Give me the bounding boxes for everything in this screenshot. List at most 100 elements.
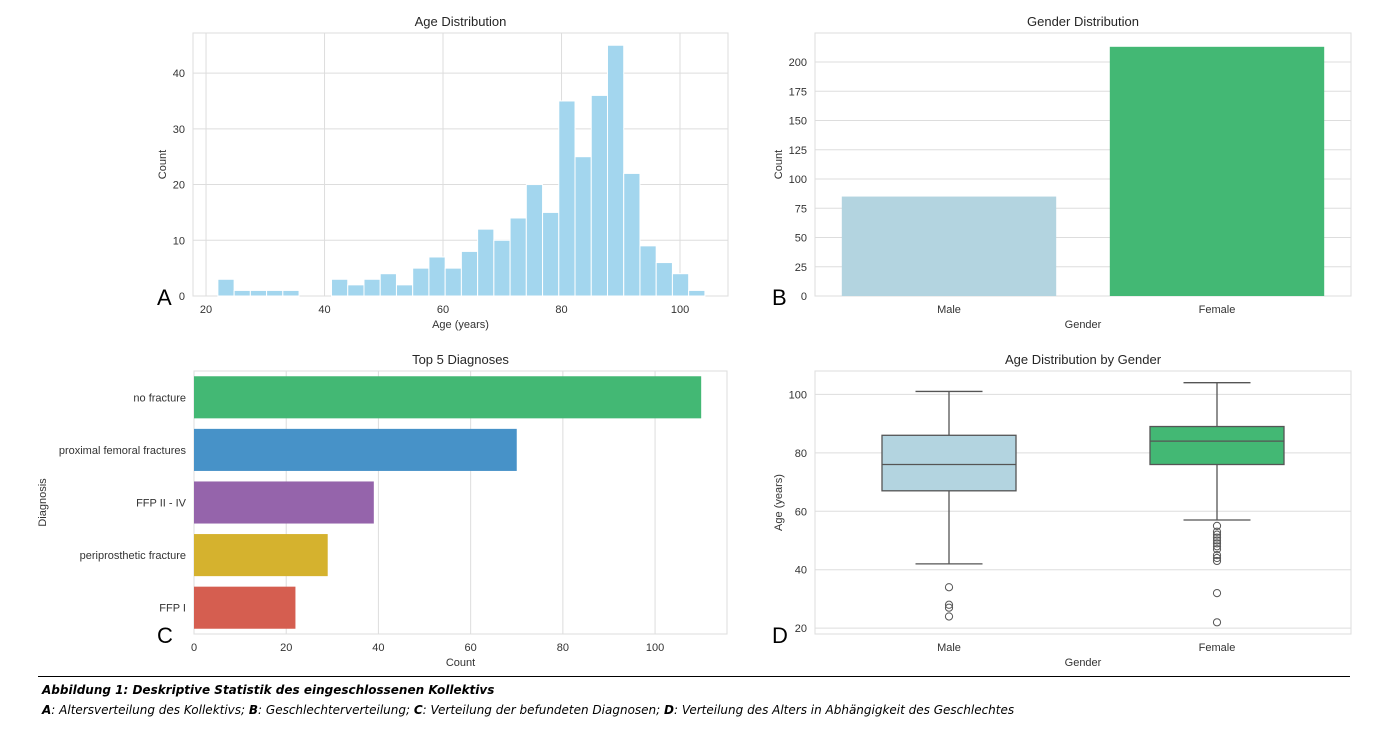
histogram-bar xyxy=(233,289,251,297)
histogram-bar xyxy=(331,278,349,297)
histogram-bar xyxy=(574,156,592,297)
chart-title: Age Distribution by Gender xyxy=(1005,352,1162,367)
y-tick-label: FFP I xyxy=(159,603,186,615)
histogram-bar xyxy=(590,94,608,297)
plot-frame xyxy=(814,32,1352,297)
outlier-point xyxy=(1212,539,1222,548)
panel-letter: D xyxy=(772,623,788,648)
histogram-bar xyxy=(217,278,235,297)
outlier-point xyxy=(944,603,954,612)
histogram-bar xyxy=(655,262,673,297)
outlier-point xyxy=(944,583,954,592)
x-tick-label: 100 xyxy=(646,642,664,654)
panel-letter: C xyxy=(157,623,173,648)
histogram-bar xyxy=(639,245,657,297)
outlier-point xyxy=(1212,530,1222,539)
histogram-bar xyxy=(688,289,706,297)
outlier-point xyxy=(944,600,954,609)
x-tick-label: Male xyxy=(937,304,961,316)
histogram-bar xyxy=(395,284,414,297)
plot-frame xyxy=(814,370,1352,635)
caption-text-b: : Geschlechterverteilung; xyxy=(258,703,414,717)
y-tick-label: FFP II - IV xyxy=(136,498,187,510)
outlier-point xyxy=(1212,527,1222,536)
histogram-bar xyxy=(509,217,527,297)
y-tick-label: proximal femoral fractures xyxy=(59,445,187,457)
histogram-bar xyxy=(606,44,625,297)
histogram-bar xyxy=(363,278,381,297)
bar-female xyxy=(1109,46,1325,296)
x-tick-label: 20 xyxy=(280,642,292,654)
caption-text-c: : Verteilung der befundeten Diagnosen; xyxy=(422,703,665,717)
histogram-bar xyxy=(379,273,397,297)
x-tick-label: 80 xyxy=(557,642,569,654)
histogram-bar xyxy=(477,228,495,297)
y-tick-label: no fracture xyxy=(133,392,186,404)
caption-text-d: : Verteilung des Alters in Abhängigkeit … xyxy=(673,703,1015,717)
histogram-bar xyxy=(266,289,284,297)
outlier-point xyxy=(1212,553,1222,563)
y-tick-label: 60 xyxy=(795,506,807,518)
age-by-gender-boxplot-panel: 20 40 60 80 100 Male Female Age Distribution by… xyxy=(772,352,1352,669)
caption-key-d: D xyxy=(664,703,674,717)
y-tick-label: 80 xyxy=(795,448,807,460)
x-axis-label: Gender xyxy=(1065,657,1102,669)
x-tick-label: 60 xyxy=(465,642,477,654)
histogram-bar xyxy=(444,267,462,297)
y-axis-label: Count xyxy=(773,150,785,179)
outlier-point xyxy=(1212,521,1222,530)
y-tick-label: 100 xyxy=(789,389,807,401)
y-axis-label: Diagnosis xyxy=(37,478,49,527)
x-tick-label: Female xyxy=(1199,304,1236,316)
x-axis-label: Age (years) xyxy=(432,319,489,331)
histogram-bar xyxy=(412,267,430,297)
x-tick-label: 40 xyxy=(318,304,330,316)
y-tick-label: 40 xyxy=(173,68,185,80)
diagnoses-bar-panel: 0 20 40 60 80 100 no fracture proximal femoral … xyxy=(37,352,728,669)
caption-body: A: Altersverteilung des Kollektivs; B: G… xyxy=(42,703,1014,717)
x-tick-label: 0 xyxy=(191,642,197,654)
gender-bar-panel: 0 25 50 75 100 125 150 175 200 Male Female Gender D… xyxy=(772,14,1352,331)
y-tick-label: 75 xyxy=(795,203,807,215)
caption-divider xyxy=(38,676,1350,677)
panel-letter: B xyxy=(772,285,787,310)
age-histogram-panel: 20 40 60 80 100 0 10 20 30 40 Age Distribution Age … xyxy=(157,14,729,331)
outlier-point xyxy=(1212,588,1222,598)
chart-title: Gender Distribution xyxy=(1027,14,1139,29)
histogram-bar xyxy=(671,273,690,297)
bar-male xyxy=(841,196,1057,296)
histogram-bar xyxy=(282,289,300,297)
y-tick-label: 150 xyxy=(789,116,807,128)
histogram-bar xyxy=(460,250,479,297)
x-tick-label: 60 xyxy=(437,304,449,316)
diagnosis-bar xyxy=(194,534,328,577)
x-tick-label: 20 xyxy=(200,304,212,316)
y-tick-label: 50 xyxy=(795,233,807,245)
x-tick-label: 100 xyxy=(671,304,689,316)
x-tick-label: 80 xyxy=(555,304,567,316)
histogram-bar xyxy=(542,211,560,297)
outlier-point xyxy=(1212,545,1222,554)
y-tick-label: periprosthetic fracture xyxy=(80,550,186,562)
y-axis-label: Age (years) xyxy=(773,474,785,531)
chart-title: Age Distribution xyxy=(415,14,507,29)
outlier-point xyxy=(1212,542,1222,551)
histogram-bar xyxy=(347,284,365,297)
histogram-bar xyxy=(558,100,576,297)
histogram-bar xyxy=(428,256,446,297)
x-tick-label: Male xyxy=(937,642,961,654)
y-tick-label: 30 xyxy=(173,124,185,136)
y-tick-label: 0 xyxy=(179,291,185,303)
diagnosis-bar xyxy=(194,586,296,629)
x-axis-label: Gender xyxy=(1065,319,1102,331)
outlier-point xyxy=(1212,618,1222,627)
chart-title: Top 5 Diagnoses xyxy=(412,352,509,367)
y-tick-label: 20 xyxy=(173,180,185,192)
panel-letter: A xyxy=(157,285,172,310)
x-tick-label: Female xyxy=(1199,642,1236,654)
diagnosis-bar xyxy=(194,376,702,419)
y-tick-label: 25 xyxy=(795,262,807,274)
caption-key-c: C xyxy=(413,703,423,717)
caption-key-b: B xyxy=(248,703,259,717)
y-tick-label: 0 xyxy=(801,291,807,303)
